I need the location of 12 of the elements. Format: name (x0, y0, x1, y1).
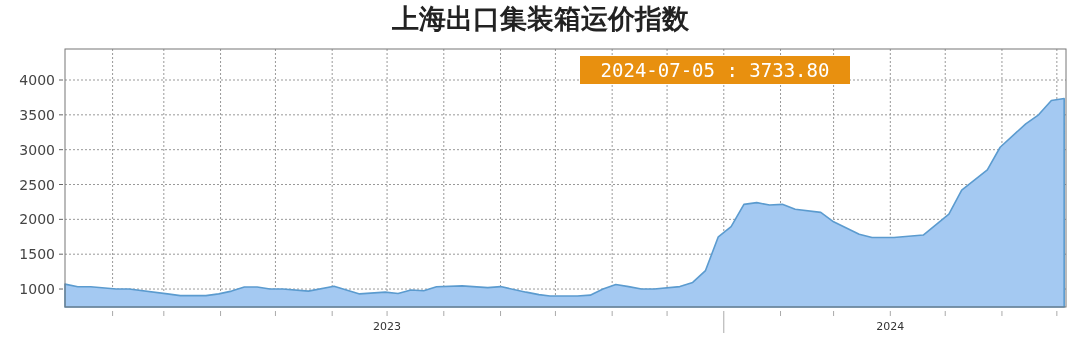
x-tick-label: 2023 (373, 320, 402, 333)
title: 上海出口集装箱运价指数 (391, 4, 689, 34)
x-tick-label: 2024 (876, 320, 905, 333)
y-tick-label: 2500 (19, 176, 55, 193)
y-tick-label: 2000 (19, 211, 55, 228)
y-tick-label: 3000 (19, 141, 55, 158)
y-tick-label: 1000 (19, 281, 55, 298)
annotation: 2024-07-05 : 3733.80 (600, 59, 830, 81)
annotation: 2024-07-05 : 3733.80 (580, 56, 850, 84)
y-tick-label: 4000 (19, 72, 55, 88)
y-tick-label: 1500 (19, 246, 55, 263)
y-tick-label: 3500 (19, 106, 55, 123)
